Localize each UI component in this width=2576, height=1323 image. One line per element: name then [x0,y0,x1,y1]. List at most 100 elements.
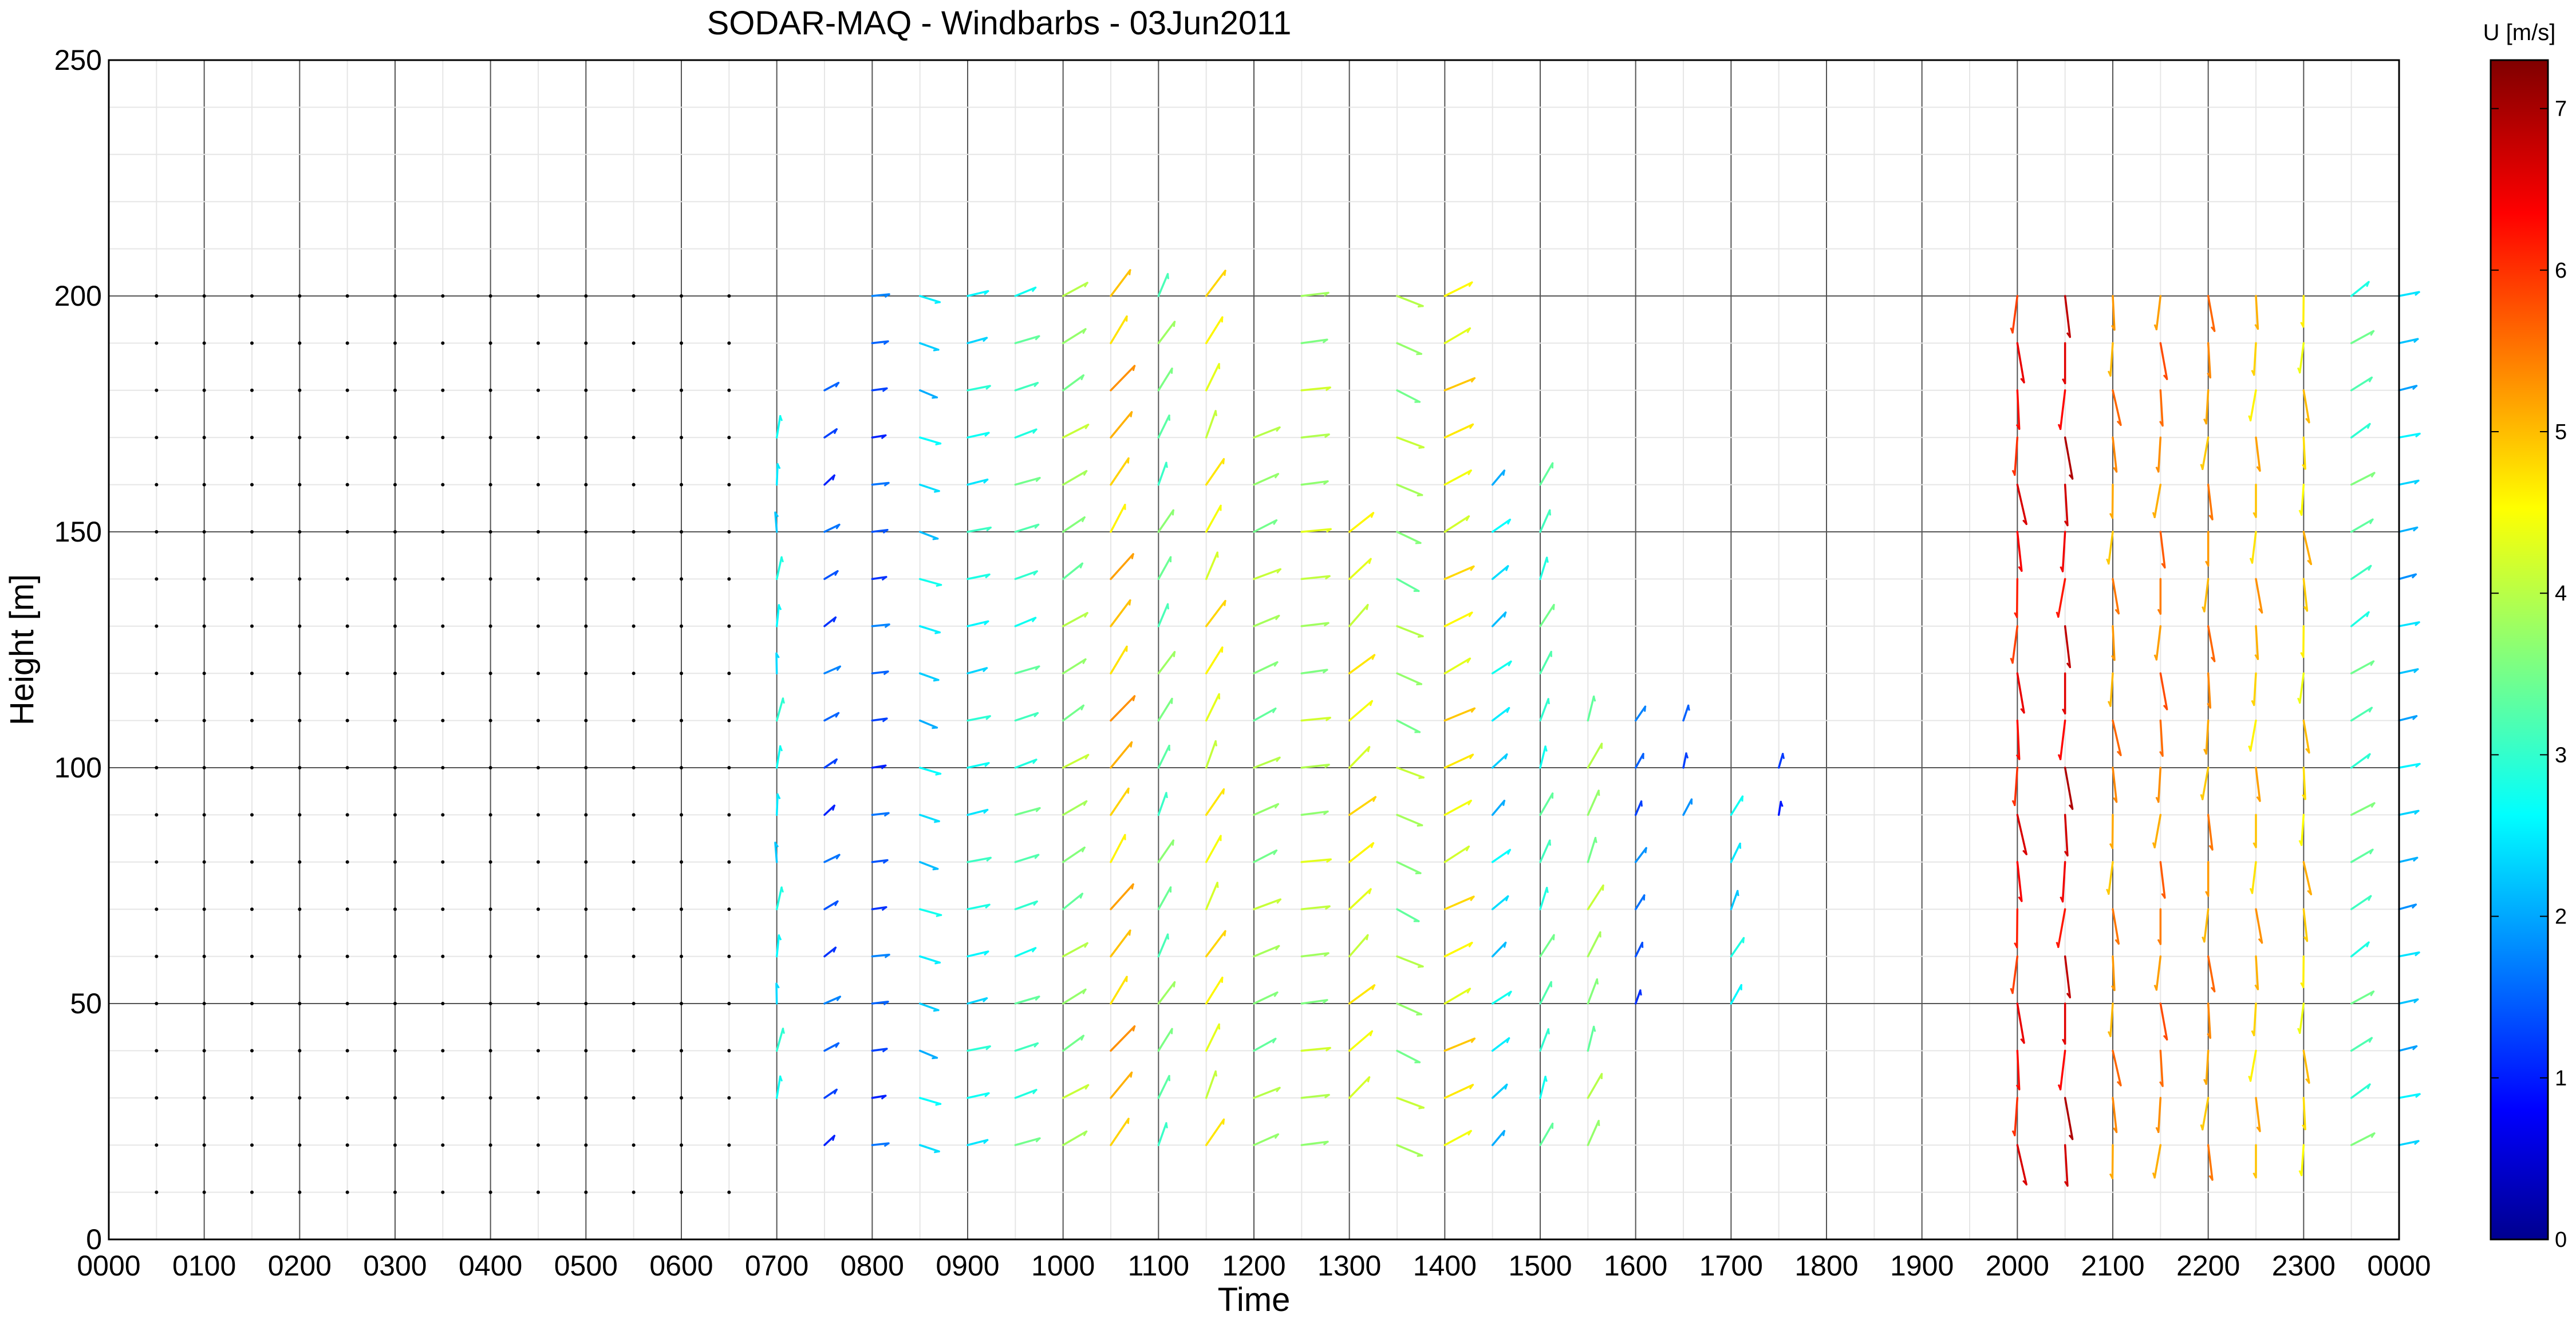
calm-dot [393,813,397,816]
wind-vector [1063,989,1086,1004]
wind-vector-head [783,698,784,704]
calm-dot [680,1191,683,1194]
calm-dot [489,1002,492,1005]
wind-vector [1206,505,1221,532]
wind-vector [1493,1131,1505,1146]
wind-vector [2017,815,2026,854]
calm-dot [489,341,492,345]
wind-vector [1540,510,1550,532]
wind-vector [1445,897,1474,909]
wind-vector-head [782,557,783,562]
wind-vector [777,698,783,721]
wind-vector [920,485,939,491]
calm-dot [489,860,492,864]
wind-vector [1350,985,1375,1004]
wind-vector [1493,897,1508,910]
calm-dot [298,577,301,580]
wind-vector [776,653,777,673]
wind-vector [1588,886,1603,909]
vector-column [1540,463,1554,1145]
calm-dot [155,766,158,769]
calm-dot [489,1096,492,1100]
wind-vector [1206,601,1225,626]
wind-vector [1158,699,1172,721]
wind-vector [1445,424,1473,437]
wind-vector [1111,459,1129,485]
x-tick-label: 1400 [1413,1250,1477,1282]
wind-vector [2160,673,2167,709]
calm-dot [680,577,683,580]
wind-vector [2203,768,2208,799]
wind-vector [920,721,937,728]
calm-dot [203,860,206,864]
wind-vector [1540,699,1548,721]
wind-vector-head [1416,684,1421,685]
calm-dot [727,672,731,675]
calm-dot [393,341,397,345]
wind-vector [2061,390,2065,429]
wind-vector [1445,613,1472,626]
wind-vector [1254,428,1280,438]
calm-dot [203,1049,206,1052]
wind-vector [1731,938,1743,956]
calm-dot [536,436,540,439]
calm-dot [393,577,397,580]
wind-vector [1158,557,1170,579]
wind-vector [2208,296,2215,331]
wind-vector-head [1131,1072,1132,1077]
wind-vector-head [1132,884,1133,890]
calm-dot [298,436,301,439]
calm-dot [441,436,444,439]
calm-dot [155,625,158,628]
calm-dot [680,1143,683,1147]
wind-vector-head [1504,801,1505,806]
wind-vector [777,557,782,579]
calm-dot [680,719,683,722]
wind-vector [1350,1031,1372,1050]
wind-vector [1158,746,1169,768]
wind-vector [2065,626,2070,668]
calm-dot [632,955,636,958]
wind-vector [1397,390,1419,402]
x-tick-label: 0100 [172,1250,236,1282]
wind-vector-head [932,397,937,398]
wind-vector [2251,721,2256,751]
colorbar-gradient [2491,60,2548,1239]
wind-vector [1540,463,1553,484]
wind-vector [1254,569,1280,579]
wind-vector-head [934,962,940,963]
wind-vector-head [1168,274,1169,279]
wind-vector [1445,282,1472,296]
calm-dot [155,341,158,345]
vector-column [2107,296,2121,1178]
wind-vector [1111,1119,1129,1145]
wind-vector [1397,909,1419,921]
wind-vector [2013,957,2017,993]
vector-column [1350,513,1376,1098]
wind-vector [920,626,940,633]
wind-vector [2251,390,2256,421]
calm-dot [393,625,397,628]
calm-dot [393,294,397,298]
wind-vector [1015,618,1035,626]
vector-column [1158,274,1174,1146]
wind-vector [1111,977,1127,1004]
calm-dot [632,719,636,722]
wind-vector [1540,1029,1548,1051]
calm-dot [298,483,301,487]
wind-vector [1588,697,1593,721]
wind-vector [2203,1098,2208,1130]
calm-dot [632,813,636,816]
wind-vector-head [934,491,939,492]
wind-vector [1206,931,1225,956]
wind-vector [1254,474,1278,485]
wind-vector [1493,1038,1509,1050]
calm-dot [393,1049,397,1052]
wind-vector [1254,946,1279,956]
wind-vector [2208,1145,2212,1180]
wind-vector-head [1645,706,1646,712]
wind-vector [2109,862,2113,894]
wind-vector [2065,957,2070,998]
x-tick-label: 1300 [1317,1250,1381,1282]
